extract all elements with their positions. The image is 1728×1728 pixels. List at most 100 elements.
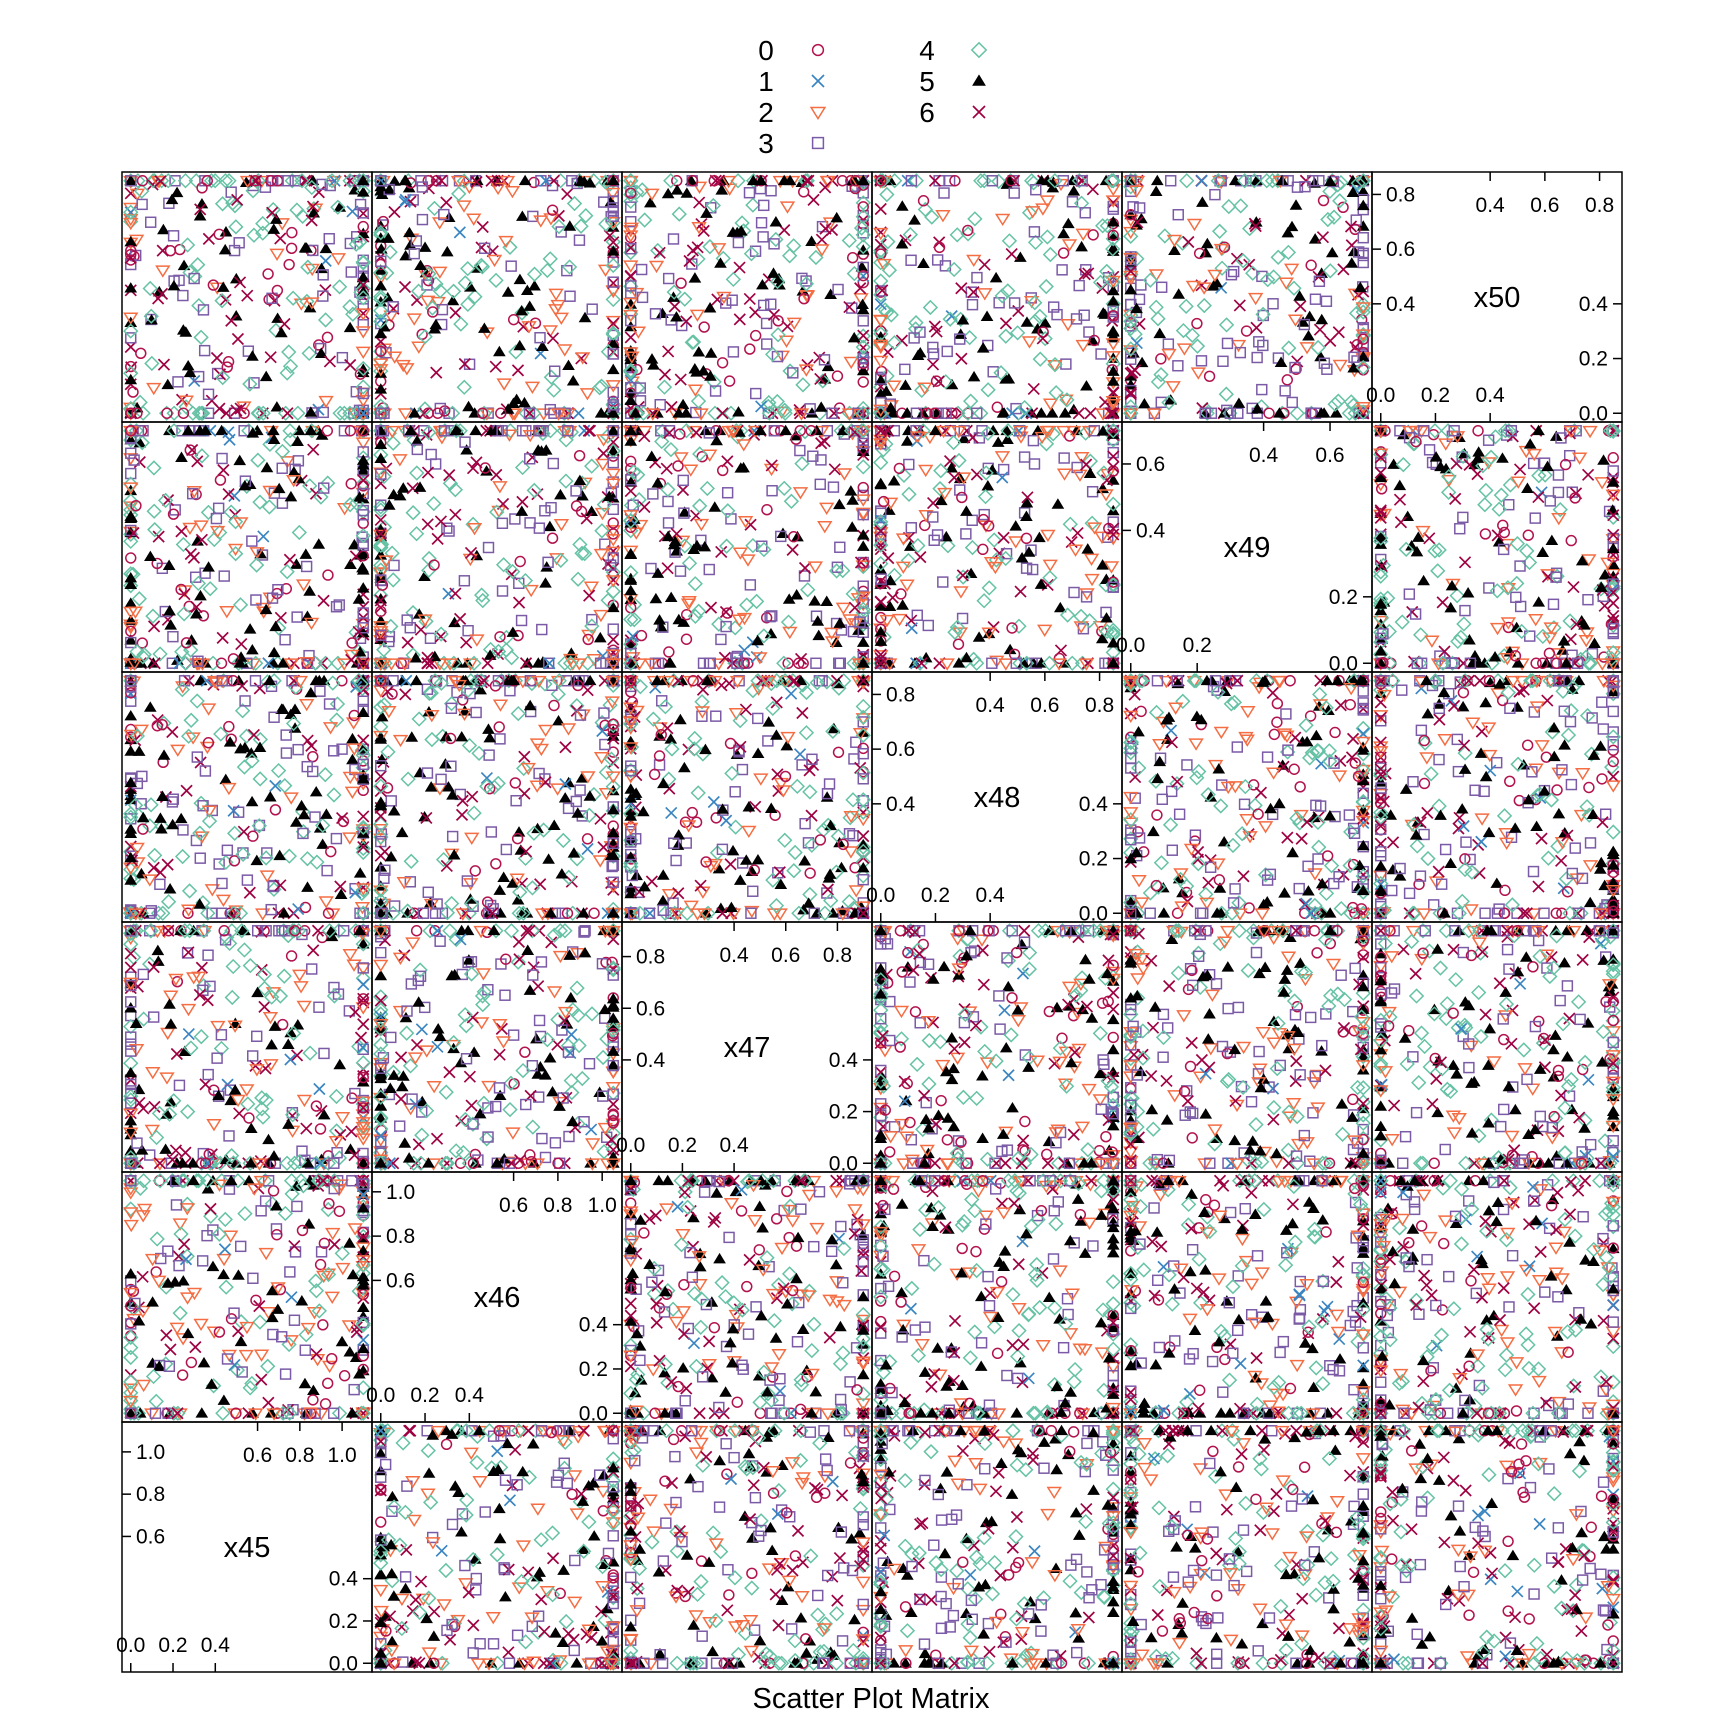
point-group-3: [552, 1469, 565, 1481]
point-group-4: [1435, 1180, 1451, 1196]
point-group-3: [1187, 979, 1199, 992]
point-group-6: [374, 1484, 387, 1497]
point-group-3: [956, 1657, 968, 1669]
point-group-5: [455, 924, 468, 936]
point-group-6: [253, 1300, 266, 1313]
point-group-2: [1040, 1508, 1056, 1522]
point-group-5: [1218, 1212, 1231, 1224]
point-group-6: [133, 1096, 146, 1110]
point-group-3: [1582, 1407, 1594, 1419]
point-group-4: [904, 1546, 920, 1562]
point-group-5: [447, 1042, 460, 1054]
point-group-4: [1286, 993, 1303, 1009]
point-group-5: [1456, 1407, 1470, 1418]
point-group-6: [1041, 1157, 1055, 1170]
point-group-5: [1228, 1043, 1242, 1055]
point-group-2: [873, 1425, 889, 1439]
point-group-5: [587, 1477, 600, 1488]
point-group-1: [826, 1475, 839, 1488]
point-group-3: [625, 1571, 637, 1584]
point-group-5: [1356, 969, 1370, 980]
point-group-4: [695, 1457, 711, 1473]
point-group-6: [1107, 1384, 1120, 1397]
point-group-6: [875, 1492, 888, 1505]
point-group-3: [221, 1353, 234, 1365]
point-group-0: [357, 1157, 369, 1169]
point-group-4: [776, 1405, 792, 1421]
point-group-0: [1347, 1093, 1359, 1106]
point-group-3: [375, 1471, 387, 1483]
point-group-4: [605, 1018, 621, 1035]
point-group-3: [1212, 1612, 1224, 1624]
point-group-4: [1133, 1176, 1149, 1193]
point-group-4: [355, 936, 371, 952]
point-group-3: [251, 1030, 263, 1043]
point-group-0: [607, 1425, 619, 1437]
point-group-3: [1081, 1437, 1093, 1450]
point-group-6: [1286, 1198, 1300, 1211]
point-group-2: [1275, 1389, 1291, 1402]
point-group-6: [823, 1331, 836, 1344]
point-group-5: [723, 1336, 737, 1348]
point-group-6: [307, 944, 320, 957]
point-group-4: [539, 1032, 556, 1048]
point-group-2: [623, 1553, 639, 1567]
point-group-6: [928, 1367, 941, 1381]
point-group-6: [162, 924, 175, 937]
point-group-5: [265, 1038, 278, 1050]
point-group-2: [406, 1514, 422, 1528]
point-group-4: [524, 923, 541, 939]
point-group-0: [1463, 1609, 1475, 1621]
point-group-4: [285, 1107, 301, 1123]
point-group-5: [1302, 1196, 1316, 1207]
point-group-4: [1105, 1425, 1121, 1441]
point-group-5: [1055, 1424, 1068, 1436]
point-group-2: [270, 1282, 286, 1295]
point-group-3: [1204, 1457, 1216, 1470]
point-group-3: [1351, 1262, 1363, 1274]
point-group-4: [708, 1612, 724, 1629]
point-group-0: [1513, 1466, 1525, 1479]
point-group-4: [679, 1199, 696, 1215]
point-group-4: [277, 1205, 293, 1222]
point-group-4: [660, 1282, 676, 1299]
legend-label-5: 5: [919, 66, 935, 97]
point-group-4: [1529, 1635, 1545, 1652]
point-group-4: [1352, 1196, 1369, 1213]
point-group-3: [1539, 1286, 1551, 1298]
point-group-4: [217, 1211, 233, 1228]
point-group-4: [954, 1217, 970, 1233]
point-group-3: [1345, 1657, 1358, 1669]
point-group-6: [1124, 1216, 1137, 1230]
point-group-5: [374, 1157, 388, 1168]
point-group-2: [1533, 1184, 1549, 1197]
point-group-2: [1548, 1267, 1564, 1280]
point-group-6: [772, 1619, 785, 1632]
point-group-4: [684, 1173, 701, 1189]
point-group-6: [513, 953, 526, 966]
point-group-4: [959, 1534, 976, 1550]
point-group-4: [1283, 1244, 1299, 1260]
point-group-5: [531, 1068, 545, 1079]
point-group-1: [687, 1337, 701, 1350]
point-group-0: [875, 1315, 887, 1328]
point-group-2: [623, 1425, 639, 1439]
point-group-5: [931, 1342, 944, 1353]
point-group-4: [1092, 923, 1108, 939]
point-group-3: [1413, 1308, 1425, 1320]
point-group-2: [623, 1206, 639, 1219]
point-group-3: [173, 1079, 186, 1092]
point-group-3: [1502, 1472, 1514, 1485]
point-group-0: [977, 1175, 989, 1187]
point-group-4: [397, 1504, 414, 1521]
point-group-2: [899, 1131, 915, 1144]
point-group-3: [918, 1638, 931, 1650]
point-group-6: [1107, 986, 1120, 999]
point-group-0: [790, 1240, 803, 1252]
point-group-3: [749, 1491, 762, 1504]
point-group-5: [420, 1612, 433, 1624]
point-group-5: [386, 1490, 399, 1502]
point-group-2: [179, 1203, 195, 1216]
point-group-5: [1235, 1223, 1249, 1234]
point-group-4: [1270, 1015, 1286, 1032]
